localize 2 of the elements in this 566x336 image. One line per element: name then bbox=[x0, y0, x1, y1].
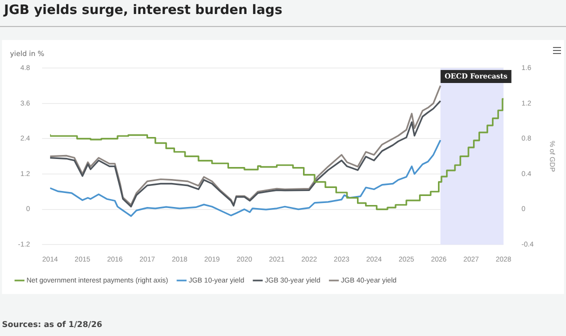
source-note: Sources: as of 1/28/26 bbox=[2, 320, 102, 329]
chart-title: JGB yields surge, interest burden lags bbox=[4, 3, 282, 18]
